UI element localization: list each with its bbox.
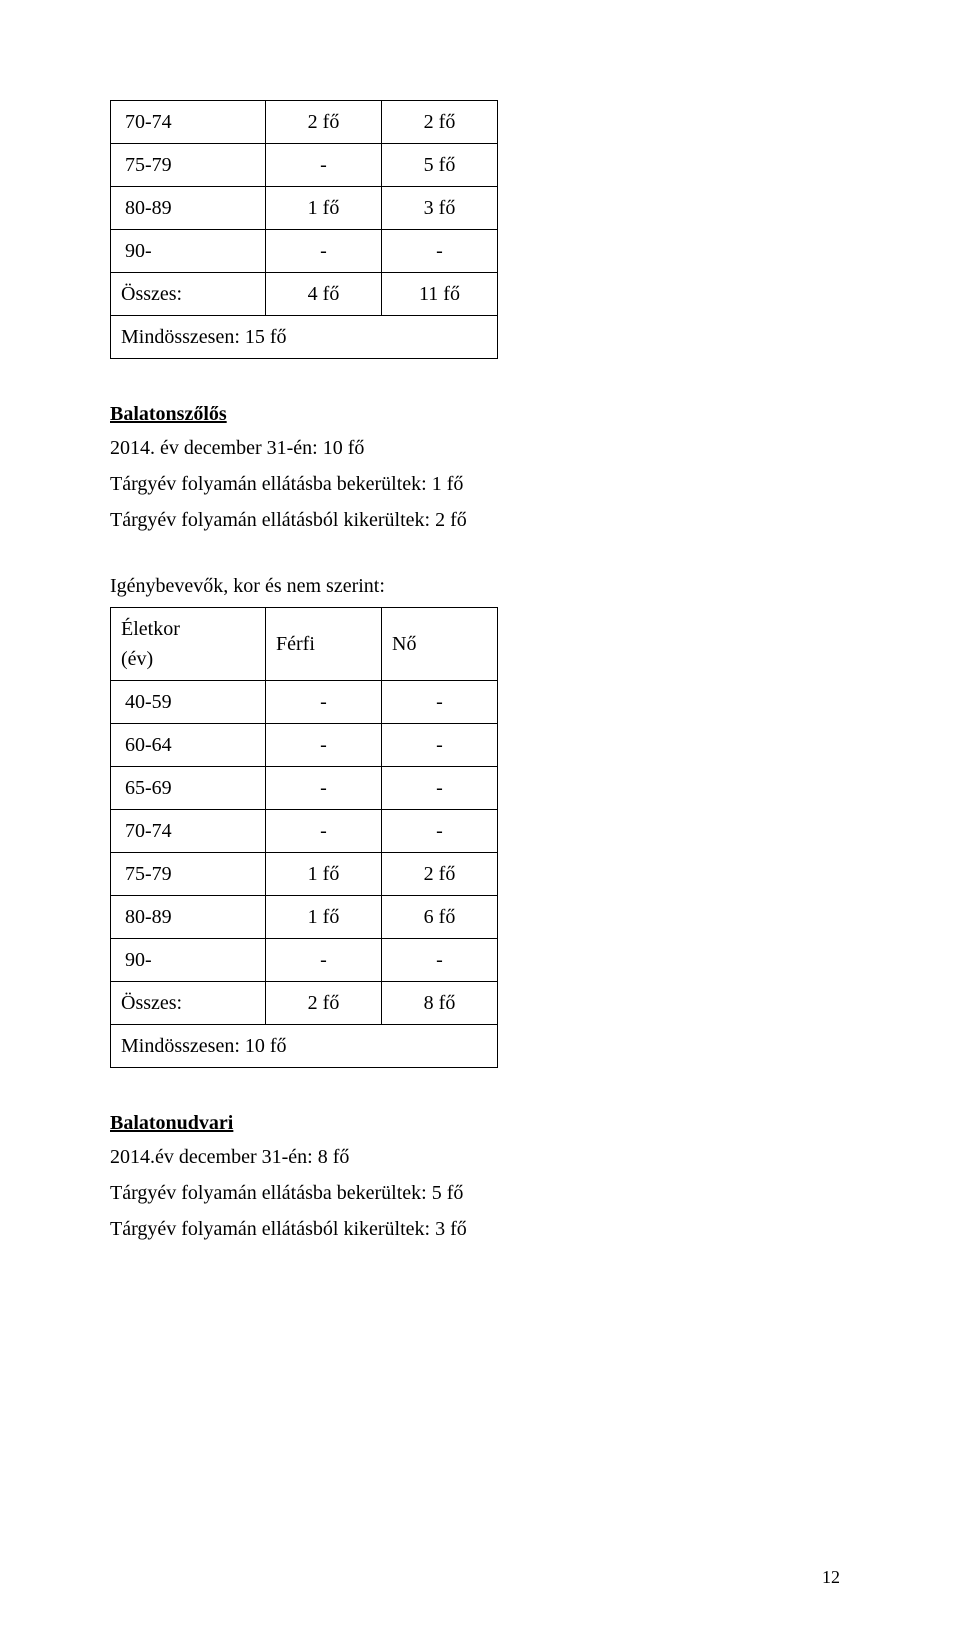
table-row: 75-79 - 5 fő	[111, 144, 498, 187]
cell: -	[382, 767, 498, 810]
page-number: 12	[110, 1564, 850, 1591]
text-line: Tárgyév folyamán ellátásba bekerültek: 5…	[110, 1178, 850, 1208]
table-age-distribution-1: 70-74 2 fő 2 fő 75-79 - 5 fő 80-89 1 fő …	[110, 100, 498, 359]
cell: 70-74	[111, 101, 266, 144]
cell: 4 fő	[266, 273, 382, 316]
cell: 6 fő	[382, 896, 498, 939]
table-row: 80-89 1 fő 6 fő	[111, 896, 498, 939]
header-cell: Férfi	[266, 608, 382, 681]
table-row-total: Összes: 2 fő 8 fő	[111, 982, 498, 1025]
cell: 75-79	[111, 853, 266, 896]
cell: 2 fő	[266, 101, 382, 144]
table-row: 80-89 1 fő 3 fő	[111, 187, 498, 230]
text-line: Igénybevevők, kor és nem szerint:	[110, 571, 850, 601]
cell: 1 fő	[266, 187, 382, 230]
cell: -	[266, 724, 382, 767]
table-age-distribution-2: Életkor (év) Férfi Nő 40-59 - - 60-64 - …	[110, 607, 498, 1068]
table-row-total: Összes: 4 fő 11 fő	[111, 273, 498, 316]
cell: 1 fő	[266, 853, 382, 896]
cell: 90-	[111, 939, 266, 982]
table-row-grandtotal: Mindösszesen: 15 fő	[111, 316, 498, 359]
section-heading-balatonszolos: Balatonszőlős	[110, 399, 850, 429]
cell: -	[266, 681, 382, 724]
cell: 60-64	[111, 724, 266, 767]
cell: -	[382, 230, 498, 273]
cell: -	[382, 810, 498, 853]
cell: Összes:	[111, 273, 266, 316]
table-row: 70-74 2 fő 2 fő	[111, 101, 498, 144]
cell: 40-59	[111, 681, 266, 724]
cell: 2 fő	[266, 982, 382, 1025]
cell: 11 fő	[382, 273, 498, 316]
cell: 65-69	[111, 767, 266, 810]
cell: -	[382, 724, 498, 767]
cell: Mindösszesen: 15 fő	[111, 316, 498, 359]
header-label: Életkor	[121, 618, 180, 640]
cell: 90-	[111, 230, 266, 273]
text-line: 2014.év december 31-én: 8 fő	[110, 1142, 850, 1172]
cell: -	[266, 144, 382, 187]
table-row: 75-79 1 fő 2 fő	[111, 853, 498, 896]
table-header-row: Életkor (év) Férfi Nő	[111, 608, 498, 681]
cell: -	[266, 939, 382, 982]
cell: 80-89	[111, 187, 266, 230]
cell: 70-74	[111, 810, 266, 853]
table-row-grandtotal: Mindösszesen: 10 fő	[111, 1025, 498, 1068]
table-row: 70-74 - -	[111, 810, 498, 853]
text-line: Tárgyév folyamán ellátásból kikerültek: …	[110, 505, 850, 535]
cell: -	[266, 230, 382, 273]
cell: 5 fő	[382, 144, 498, 187]
cell: 80-89	[111, 896, 266, 939]
cell: -	[382, 939, 498, 982]
cell: -	[266, 767, 382, 810]
text-line: Tárgyév folyamán ellátásba bekerültek: 1…	[110, 469, 850, 499]
header-cell: Életkor (év)	[111, 608, 266, 681]
cell: Mindösszesen: 10 fő	[111, 1025, 498, 1068]
text-line: 2014. év december 31-én: 10 fő	[110, 433, 850, 463]
cell: 3 fő	[382, 187, 498, 230]
section-heading-balatonudvari: Balatonudvari	[110, 1108, 850, 1138]
cell: -	[266, 810, 382, 853]
header-label: (év)	[121, 648, 153, 670]
table-row: 90- - -	[111, 230, 498, 273]
cell: 1 fő	[266, 896, 382, 939]
cell: 75-79	[111, 144, 266, 187]
cell: Összes:	[111, 982, 266, 1025]
cell: 2 fő	[382, 101, 498, 144]
table-row: 65-69 - -	[111, 767, 498, 810]
text-line: Tárgyév folyamán ellátásból kikerültek: …	[110, 1214, 850, 1244]
table-row: 40-59 - -	[111, 681, 498, 724]
cell: -	[382, 681, 498, 724]
table-row: 90- - -	[111, 939, 498, 982]
cell: 2 fő	[382, 853, 498, 896]
header-cell: Nő	[382, 608, 498, 681]
cell: 8 fő	[382, 982, 498, 1025]
table-row: 60-64 - -	[111, 724, 498, 767]
